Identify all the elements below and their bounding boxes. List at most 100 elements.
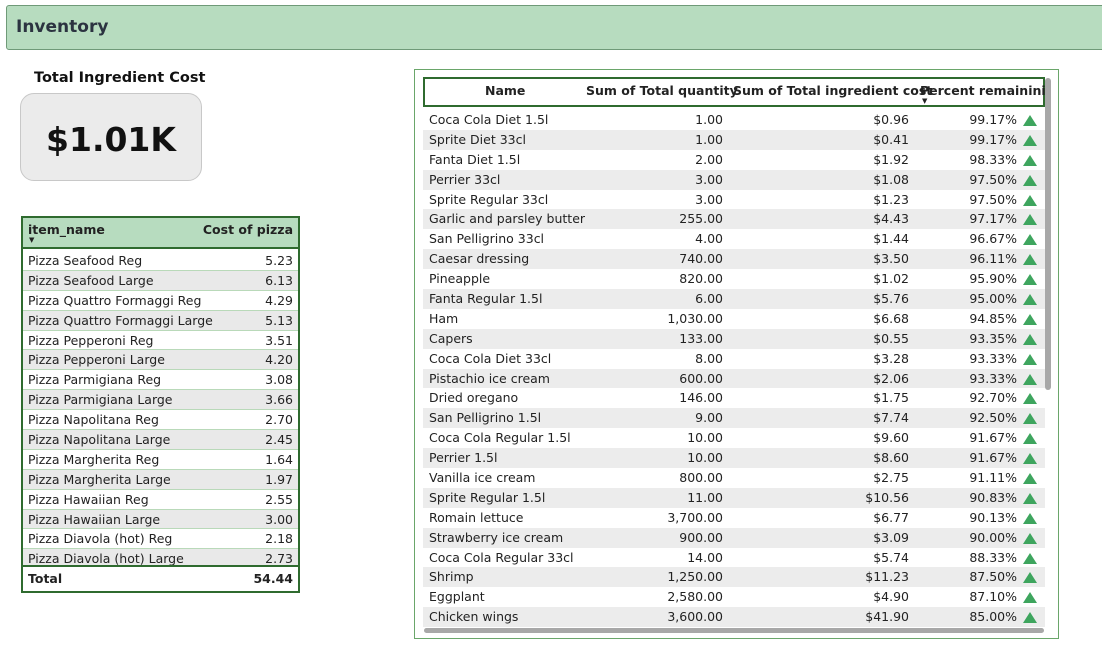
sort-descending-icon[interactable]: ▼ [922, 97, 928, 105]
percent-cell: 91.67% [969, 450, 1017, 466]
column-header-total-ingredient-cost[interactable]: Sum of Total ingredient cost [733, 83, 933, 98]
percent-cell: 95.00% [969, 291, 1017, 307]
table-row[interactable]: Sprite Regular 1.5l 11.00 $10.56 90.83% [423, 487, 1045, 508]
table-row[interactable]: Coca Cola Diet 33cl 8.00 $3.28 93.33% [423, 349, 1045, 369]
percent-cell: 91.67% [969, 430, 1017, 446]
table-row[interactable]: Pizza Hawaiian Large 3.00 [23, 509, 298, 530]
item-name-cell: Pizza Quattro Formaggi Reg [28, 292, 202, 308]
percent-cell: 97.50% [969, 191, 1017, 207]
item-name-cell: Pizza Napolitana Reg [28, 412, 159, 428]
triangle-up-icon [1023, 313, 1037, 325]
table-row[interactable]: Perrier 33cl 3.00 $1.08 97.50% [423, 169, 1045, 190]
table-row[interactable]: Strawberry ice cream 900.00 $3.09 90.00% [423, 527, 1045, 548]
table-row[interactable]: Ham 1,030.00 $6.68 94.85% [423, 309, 1045, 329]
table-row[interactable]: Dried oregano 146.00 $1.75 92.70% [423, 388, 1045, 408]
name-cell: Coca Cola Regular 33cl [429, 549, 574, 565]
table-row[interactable]: Fanta Diet 1.5l 2.00 $1.92 98.33% [423, 150, 1045, 170]
name-cell: Fanta Regular 1.5l [429, 291, 543, 307]
table-row[interactable]: Pizza Margherita Reg 1.64 [23, 450, 298, 470]
table-row[interactable]: Pizza Diavola (hot) Reg 2.18 [23, 529, 298, 550]
name-cell: Strawberry ice cream [429, 529, 564, 545]
table-row[interactable]: Pizza Napolitana Reg 2.70 [23, 410, 298, 431]
table-row[interactable]: Pizza Diavola (hot) Large 2.73 [23, 549, 298, 570]
quantity-cell: 3,600.00 [667, 609, 723, 625]
column-header-cost-of-pizza[interactable]: Cost of pizza [202, 222, 293, 237]
table-row[interactable]: Coca Cola Diet 1.5l 1.00 $0.96 99.17% [423, 110, 1045, 130]
item-name-cell: Pizza Napolitana Large [28, 432, 171, 448]
table-row[interactable]: Perrier 1.5l 10.00 $8.60 91.67% [423, 448, 1045, 469]
table-row[interactable]: Sprite Diet 33cl 1.00 $0.41 99.17% [423, 129, 1045, 150]
table-row[interactable]: Pizza Pepperoni Reg 3.51 [23, 331, 298, 351]
table-row[interactable]: Pizza Napolitana Large 2.45 [23, 430, 298, 450]
table-row[interactable]: Fanta Regular 1.5l 6.00 $5.76 95.00% [423, 289, 1045, 309]
cost-cell: $10.56 [865, 489, 909, 505]
triangle-up-icon [1023, 274, 1037, 286]
table-row[interactable]: Shrimp 1,250.00 $11.23 87.50% [423, 567, 1045, 588]
percent-cell: 96.11% [969, 251, 1017, 267]
triangle-up-icon [1023, 473, 1037, 485]
triangle-up-icon [1023, 134, 1037, 146]
table-row[interactable]: Garlic and parsley butter 255.00 $4.43 97.1… [423, 209, 1045, 230]
table-row[interactable]: Sprite Regular 33cl 3.00 $1.23 97.50% [423, 190, 1045, 210]
triangle-up-icon [1023, 413, 1037, 425]
quantity-cell: 800.00 [679, 470, 723, 486]
triangle-up-icon [1023, 353, 1037, 365]
item-name-cell: Pizza Diavola (hot) Large [28, 551, 184, 567]
table-row[interactable]: Pizza Parmigiana Reg 3.08 [23, 370, 298, 391]
quantity-cell: 1.00 [695, 131, 723, 147]
total-ingredient-cost-card[interactable]: $1.01K [20, 93, 202, 181]
name-cell: Coca Cola Diet 33cl [429, 350, 552, 366]
cost-cell: 1.97 [265, 471, 293, 487]
cost-cell: $0.96 [873, 112, 909, 127]
table-row[interactable]: Capers 133.00 $0.55 93.35% [423, 328, 1045, 349]
vertical-scrollbar[interactable] [1045, 78, 1051, 390]
percent-cell: 85.00% [969, 609, 1017, 625]
cost-cell: 3.08 [265, 372, 293, 388]
name-cell: Sprite Diet 33cl [429, 131, 526, 147]
table-row[interactable]: Pineapple 820.00 $1.02 95.90% [423, 269, 1045, 289]
item-name-cell: Pizza Seafood Reg [28, 253, 143, 268]
cost-cell: 6.13 [265, 272, 293, 288]
quantity-cell: 1,250.00 [667, 569, 723, 585]
name-cell: Chicken wings [429, 609, 519, 625]
cost-cell: $5.76 [873, 291, 909, 307]
column-header-percent-remaining[interactable]: Percent remaininig [920, 83, 1045, 98]
name-cell: Perrier 33cl [429, 171, 501, 187]
table-row[interactable]: San Pelligrino 33cl 4.00 $1.44 96.67% [423, 229, 1045, 249]
table-row[interactable]: San Pelligrino 1.5l 9.00 $7.74 92.50% [423, 408, 1045, 429]
column-header-total-quantity[interactable]: Sum of Total quantity [586, 83, 738, 98]
table-row[interactable]: Romain lettuce 3,700.00 $6.77 90.13% [423, 508, 1045, 528]
column-header-item-name[interactable]: item_name [28, 222, 105, 237]
table-row[interactable]: Pizza Seafood Large 6.13 [23, 270, 298, 291]
percent-cell: 93.35% [969, 330, 1017, 346]
quantity-cell: 9.00 [695, 410, 723, 426]
name-cell: San Pelligrino 1.5l [429, 410, 542, 426]
page-title: Inventory [16, 17, 109, 37]
table-row[interactable]: Coca Cola Regular 33cl 14.00 $5.74 88.33% [423, 548, 1045, 568]
table-row[interactable]: Caesar dressing 740.00 $3.50 96.11% [423, 249, 1045, 270]
horizontal-scrollbar[interactable] [424, 628, 1044, 633]
table-row[interactable]: Pizza Quattro Formaggi Large 5.13 [23, 310, 298, 331]
table-row[interactable]: Pizza Seafood Reg 5.23 [23, 251, 298, 271]
table-row[interactable]: Pizza Margherita Large 1.97 [23, 469, 298, 490]
column-header-name[interactable]: Name [485, 83, 526, 98]
sort-descending-icon[interactable]: ▼ [29, 236, 35, 244]
table-row[interactable]: Coca Cola Regular 1.5l 10.00 $9.60 91.67% [423, 428, 1045, 448]
table-row[interactable]: Pistachio ice cream 600.00 $2.06 93.33% [423, 368, 1045, 389]
triangle-up-icon [1023, 592, 1037, 604]
item-name-cell: Pizza Seafood Large [28, 272, 154, 288]
table-row[interactable]: Pizza Pepperoni Large 4.20 [23, 350, 298, 371]
percent-cell: 97.50% [969, 171, 1017, 187]
quantity-cell: 740.00 [679, 251, 723, 267]
table-row[interactable]: Chicken wings 3,600.00 $41.90 85.00% [423, 607, 1045, 627]
cost-cell: $4.90 [873, 589, 909, 605]
triangle-up-icon [1023, 393, 1037, 405]
table-row[interactable]: Pizza Quattro Formaggi Reg 4.29 [23, 291, 298, 311]
table-row[interactable]: Eggplant 2,580.00 $4.90 87.10% [423, 587, 1045, 607]
name-cell: Vanilla ice cream [429, 470, 536, 486]
table-row[interactable]: Pizza Parmigiana Large 3.66 [23, 390, 298, 411]
table-row[interactable]: Vanilla ice cream 800.00 $2.75 91.11% [423, 468, 1045, 488]
table-row[interactable]: Pizza Hawaiian Reg 2.55 [23, 490, 298, 510]
name-cell: Eggplant [429, 589, 485, 605]
inventory-table-header: Name Sum of Total quantity Sum of Total … [423, 77, 1045, 107]
